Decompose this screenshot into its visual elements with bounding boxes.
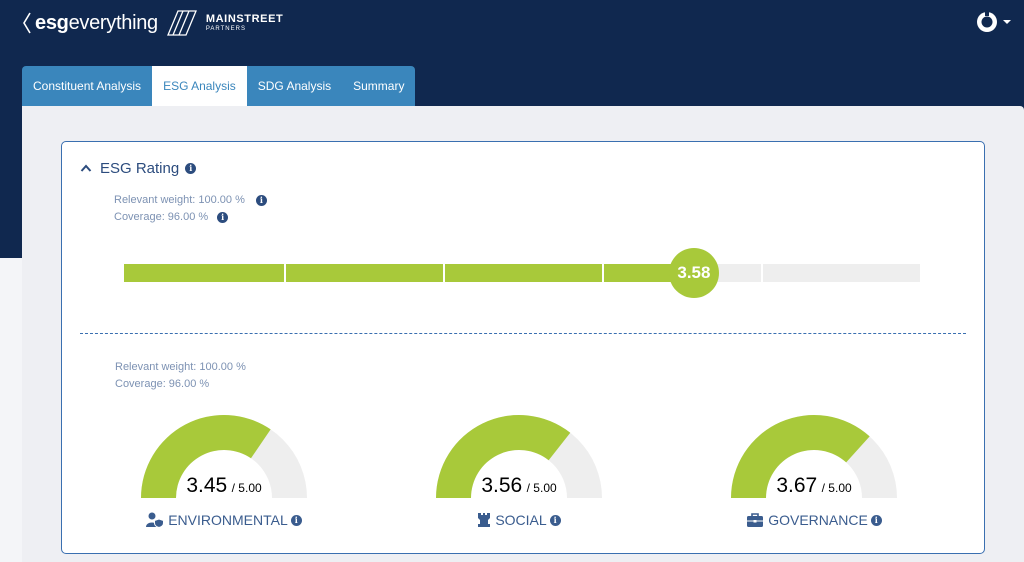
pillars-meta: Relevant weight: 100.00 % Coverage: 96.0… bbox=[115, 359, 246, 393]
tab-esg-analysis[interactable]: ESG Analysis bbox=[152, 66, 247, 106]
bar-segment-divider bbox=[443, 264, 445, 282]
overall-score-badge: 3.58 bbox=[668, 248, 719, 298]
pillars-relevant-weight: Relevant weight: 100.00 % bbox=[115, 361, 246, 373]
user-menu-button[interactable] bbox=[976, 10, 1016, 34]
governance-score: 3.67 / 5.00 bbox=[776, 474, 852, 497]
info-icon[interactable]: i bbox=[217, 212, 229, 223]
brand-name: esgeverything bbox=[35, 11, 158, 34]
info-icon[interactable]: i bbox=[185, 162, 197, 174]
governance-label: GOVERNANCE i bbox=[704, 512, 924, 528]
environmental-label: ENVIRONMENTAL i bbox=[114, 512, 334, 528]
info-icon[interactable]: i bbox=[549, 514, 561, 526]
score-bar-fill bbox=[124, 264, 694, 282]
partner-logo: MAINSTREET PARTNERS bbox=[164, 9, 284, 37]
pillars-coverage: Coverage: 96.00 % bbox=[115, 378, 210, 390]
tab-constituent-analysis[interactable]: Constituent Analysis bbox=[22, 66, 153, 106]
chess-rook-icon bbox=[478, 513, 491, 527]
gauge-fill bbox=[436, 415, 571, 498]
social-label: SOCIAL i bbox=[409, 512, 629, 528]
overall-score-bar: 3.58 bbox=[124, 248, 920, 298]
info-icon[interactable]: i bbox=[290, 514, 302, 526]
overall-coverage: Coverage: 96.00 % bbox=[114, 211, 209, 223]
partner-name: MAINSTREET bbox=[205, 13, 284, 25]
social-gauge-chart bbox=[436, 415, 602, 498]
bar-segment-divider bbox=[761, 264, 763, 282]
brand-chevron-icon bbox=[23, 12, 31, 34]
tab-sdg-analysis[interactable]: SDG Analysis bbox=[246, 66, 343, 106]
info-icon[interactable]: i bbox=[870, 514, 882, 526]
partner-mark-icon bbox=[166, 10, 197, 36]
environmental-gauge-chart bbox=[141, 415, 307, 498]
governance-gauge-chart bbox=[731, 415, 897, 498]
bar-segment-divider bbox=[284, 264, 286, 282]
esg-rating-card: ESG Rating i Relevant weight: 100.00 % i … bbox=[61, 141, 985, 554]
user-circle-icon bbox=[977, 11, 997, 32]
user-shield-icon bbox=[146, 512, 165, 528]
chevron-down-icon bbox=[1003, 20, 1011, 24]
partner-subtitle: PARTNERS bbox=[205, 26, 246, 32]
overall-meta: Relevant weight: 100.00 % i Coverage: 96.… bbox=[114, 192, 267, 226]
bar-segment-divider bbox=[602, 264, 604, 282]
esg-rating-toggle[interactable]: ESG Rating i bbox=[80, 158, 197, 178]
gauge-fill bbox=[141, 415, 271, 498]
card-title: ESG Rating bbox=[100, 159, 180, 177]
briefcase-icon bbox=[747, 513, 764, 527]
overall-relevant-weight: Relevant weight: 100.00 % bbox=[114, 194, 245, 206]
info-icon[interactable]: i bbox=[255, 195, 267, 206]
social-score: 3.56 / 5.00 bbox=[481, 474, 557, 497]
chevron-up-icon bbox=[80, 164, 92, 172]
analysis-tabs: Constituent Analysis ESG Analysis SDG An… bbox=[22, 66, 416, 106]
section-divider bbox=[80, 333, 966, 334]
governance-gauge: 3.67 / 5.00 GOVERNANCE i bbox=[729, 408, 899, 528]
brand-logo[interactable]: esgeverything MAINSTREET PARTNERS bbox=[22, 8, 283, 38]
environmental-gauge: 3.45 / 5.00 ENVIRONMENTAL i bbox=[139, 408, 309, 528]
tab-summary[interactable]: Summary bbox=[342, 66, 416, 106]
social-gauge: 3.56 / 5.00 SOCIAL i bbox=[434, 408, 604, 528]
gauge-fill bbox=[731, 415, 870, 498]
environmental-score: 3.45 / 5.00 bbox=[186, 474, 262, 497]
